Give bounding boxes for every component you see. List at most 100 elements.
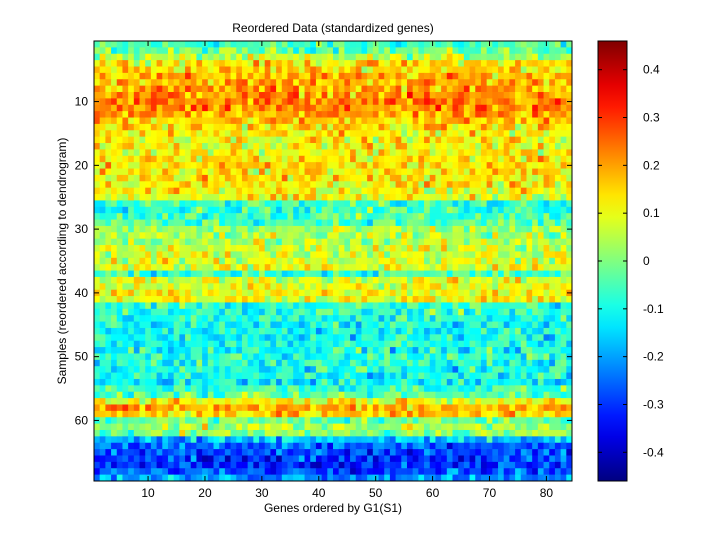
heatmap-cell [122,296,129,303]
heatmap-cell [304,53,311,61]
heatmap-cell [429,264,436,271]
heatmap-cell [566,111,573,118]
heatmap-cell [167,168,175,176]
heatmap-cell [281,85,288,93]
heatmap-cell [150,187,157,195]
heatmap-cell [304,174,311,182]
heatmap-cell [384,238,391,246]
heatmap-cell [298,111,305,118]
heatmap-cell [384,232,391,240]
heatmap-cell [554,245,562,252]
heatmap-cell [475,194,482,201]
heatmap-cell [554,276,562,284]
heatmap-cell [298,232,305,240]
heatmap-cell [480,206,488,214]
heatmap-cell [406,155,414,163]
heatmap-cell [304,276,311,284]
heatmap-cell [367,104,374,112]
heatmap-cell [236,168,243,176]
heatmap-cell [190,378,197,386]
heatmap-cell [99,206,106,214]
heatmap-cell [554,143,562,150]
heatmap-cell [554,385,562,393]
heatmap-cell [395,347,402,354]
heatmap-cell [372,53,379,61]
heatmap-cell [344,232,351,240]
heatmap-cell [424,404,431,412]
heatmap-cell [532,353,539,361]
heatmap-cell [253,378,260,386]
heatmap-cell [355,60,362,67]
heatmap-cell [441,187,448,195]
heatmap-cell [202,98,209,106]
heatmap-cell [424,143,431,150]
heatmap-cell [105,181,112,189]
heatmap-cell [196,404,203,412]
heatmap-cell [196,98,203,106]
heatmap-cell [435,155,442,163]
heatmap-cell [293,104,300,112]
heatmap-cell [566,296,573,303]
heatmap-cell [520,66,527,74]
heatmap-cell [367,270,374,278]
heatmap-cell [492,372,499,380]
heatmap-cell [304,289,311,297]
heatmap-cell [111,47,118,55]
heatmap-cell [276,245,283,252]
heatmap-cell [310,276,317,284]
heatmap-cell [162,327,169,335]
heatmap-cell [105,219,112,227]
heatmap-cell [520,238,527,246]
heatmap-cell [264,213,271,220]
heatmap-cell [128,219,135,227]
heatmap-cell [99,347,106,354]
heatmap-cell [150,315,157,322]
heatmap-cell [156,417,163,425]
heatmap-cell [452,366,459,373]
heatmap-cell [173,302,180,310]
heatmap-cell [429,302,436,310]
heatmap-cell [492,200,499,208]
heatmap-cell [179,130,186,138]
heatmap-cell [532,117,539,125]
heatmap-cell [270,200,277,208]
heatmap-cell [469,123,476,131]
heatmap-cell [338,372,345,380]
heatmap-cell [486,366,493,373]
heatmap-cell [424,219,431,227]
heatmap-cell [355,174,362,182]
heatmap-cell [480,104,488,112]
heatmap-cell [202,123,209,131]
heatmap-cell [469,130,476,138]
heatmap-cell [475,79,482,87]
heatmap-cell [224,143,231,150]
heatmap-cell [475,225,482,233]
heatmap-cell [247,92,254,99]
heatmap-cell [304,225,311,233]
heatmap-cell [145,136,152,144]
heatmap-cell [173,187,180,195]
heatmap-cell [372,187,379,195]
heatmap-cell [293,238,300,246]
heatmap-cell [429,251,436,259]
heatmap-cell [338,162,345,169]
heatmap-cell [435,340,442,348]
heatmap-cell [207,117,214,125]
heatmap-cell [475,219,482,227]
heatmap-cell [452,347,459,354]
heatmap-cell [526,130,533,138]
heatmap-cell [128,270,135,278]
heatmap-cell [196,372,203,380]
heatmap-cell [389,187,396,195]
heatmap-cell [537,143,544,150]
heatmap-cell [378,353,385,361]
heatmap-cell [139,225,146,233]
heatmap-cell [253,206,260,214]
heatmap-cell [281,200,288,208]
heatmap-cell [395,378,402,386]
heatmap-cell [264,347,271,354]
heatmap-cell [515,219,522,227]
heatmap-cell [281,136,288,144]
heatmap-cell [452,41,459,48]
heatmap-cell [156,41,163,48]
